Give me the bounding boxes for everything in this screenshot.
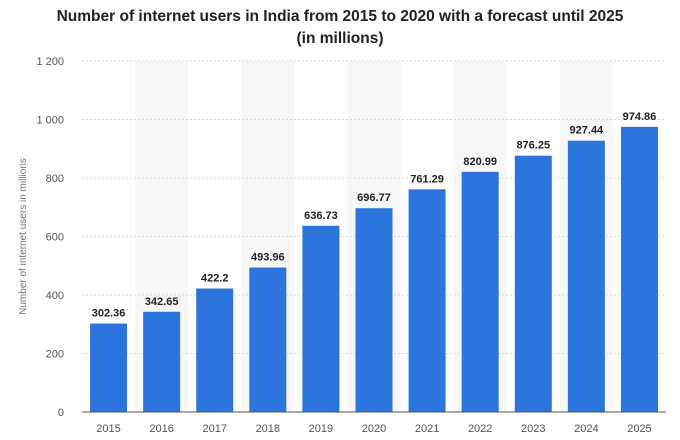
bar-2017 [196, 288, 234, 412]
x-tick-label: 2023 [521, 423, 545, 435]
x-tick-label: 2021 [415, 423, 439, 435]
y-tick-label: 1 000 [36, 115, 64, 127]
x-tick-label: 2020 [362, 423, 386, 435]
chart-title-line2: (in millions) [296, 30, 384, 47]
data-label: 342.65 [145, 296, 179, 308]
data-labels: 302.36 342.65 422.2 493.96 636.73 696.77 761.2… [92, 111, 657, 320]
y-axis-ticks: 0 200 400 600 800 1 000 1 200 [36, 56, 64, 419]
chart-title: Number of internet users in India from 2… [0, 6, 680, 50]
x-tick-label: 2024 [574, 423, 598, 435]
x-tick-label: 2017 [202, 423, 226, 435]
data-label: 422.2 [201, 273, 229, 285]
y-tick-label: 0 [58, 407, 64, 419]
x-tick-label: 2018 [256, 423, 280, 435]
y-tick-label: 200 [46, 349, 64, 361]
data-label: 696.77 [357, 192, 391, 204]
x-tick-label: 2015 [96, 423, 120, 435]
bar-2015 [90, 323, 128, 412]
data-label: 974.86 [623, 111, 657, 123]
data-label: 820.99 [463, 156, 497, 168]
data-label: 761.29 [410, 173, 444, 185]
data-label: 876.25 [516, 140, 550, 152]
y-tick-label: 800 [46, 173, 64, 185]
y-tick-label: 600 [46, 232, 64, 244]
x-tick-label: 2025 [627, 423, 651, 435]
bar-2019 [302, 225, 340, 412]
y-axis-label: Number of internet users in millions [18, 158, 29, 315]
data-label: 493.96 [251, 252, 285, 264]
x-tick-label: 2019 [309, 423, 333, 435]
bar-2018 [249, 267, 287, 412]
x-axis-ticks: 2015 2016 2017 2018 2019 2020 2021 2022 2023 2024… [96, 423, 651, 435]
bar-2022 [461, 171, 499, 412]
data-label: 636.73 [304, 210, 338, 222]
bars [90, 126, 658, 412]
x-tick-label: 2016 [149, 423, 173, 435]
bar-2021 [408, 189, 446, 412]
bar-2025 [620, 126, 658, 412]
data-label: 927.44 [570, 125, 605, 137]
data-label: 302.36 [92, 308, 126, 320]
bar-2024 [567, 140, 605, 412]
y-tick-label: 1 200 [36, 56, 64, 68]
y-tick-label: 400 [46, 290, 64, 302]
bar-2016 [143, 311, 181, 412]
x-tick-label: 2022 [468, 423, 492, 435]
bar-2023 [514, 155, 552, 412]
chart-title-line1: Number of internet users in India from 2… [56, 8, 624, 25]
bar-2020 [355, 208, 393, 412]
